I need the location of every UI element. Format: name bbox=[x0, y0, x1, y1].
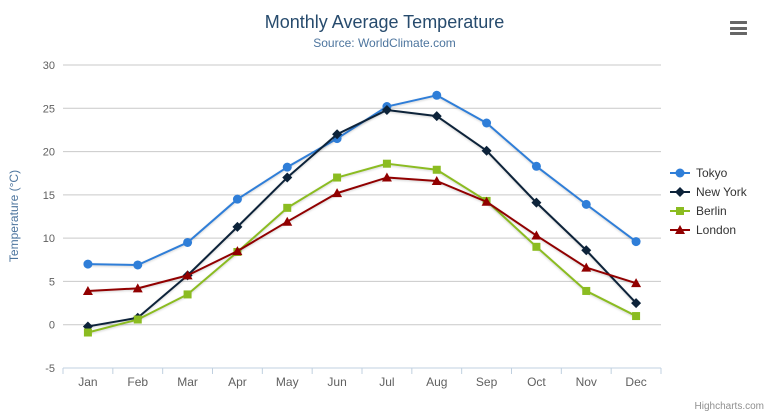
data-point-marker-berlin[interactable] bbox=[532, 242, 541, 251]
hamburger-bar bbox=[730, 26, 747, 30]
data-point-marker-new-york[interactable] bbox=[581, 245, 592, 256]
y-tick-label: 5 bbox=[49, 276, 55, 288]
data-point-marker-berlin[interactable] bbox=[333, 173, 342, 182]
x-tick-label: Feb bbox=[127, 375, 148, 389]
hamburger-menu-icon[interactable] bbox=[730, 21, 747, 35]
legend-label-berlin: Berlin bbox=[696, 203, 727, 218]
data-point-marker-london[interactable] bbox=[531, 230, 542, 240]
legend-marker-tokyo bbox=[670, 168, 690, 177]
data-point-marker-new-york[interactable] bbox=[631, 298, 642, 309]
legend: Tokyo New York Berlin London bbox=[670, 163, 768, 239]
data-point-marker-london[interactable] bbox=[232, 246, 243, 256]
x-tick-label: Nov bbox=[576, 375, 597, 389]
y-tick-label: 20 bbox=[43, 147, 55, 159]
legend-item-tokyo[interactable]: Tokyo bbox=[670, 163, 768, 182]
legend-marker-london bbox=[670, 224, 690, 234]
series-line-tokyo[interactable] bbox=[86, 94, 638, 266]
data-point-marker-tokyo[interactable] bbox=[183, 237, 193, 247]
legend-item-london[interactable]: London bbox=[670, 220, 768, 239]
x-tick-label: Jul bbox=[379, 375, 394, 389]
data-point-marker-london[interactable] bbox=[182, 270, 193, 280]
y-tick-label: 10 bbox=[43, 233, 55, 245]
legend-label-tokyo: Tokyo bbox=[696, 165, 728, 180]
data-point-marker-berlin[interactable] bbox=[283, 203, 292, 212]
data-point-marker-tokyo[interactable] bbox=[482, 118, 492, 128]
legend-label-london: London bbox=[696, 222, 737, 237]
y-tick-label: 15 bbox=[43, 190, 55, 202]
data-point-marker-london[interactable] bbox=[132, 283, 143, 293]
chart-subtitle: Source: WorldClimate.com bbox=[313, 36, 456, 50]
data-point-marker-new-york[interactable] bbox=[232, 221, 243, 232]
data-point-marker-new-york[interactable] bbox=[431, 111, 442, 122]
data-point-marker-london[interactable] bbox=[282, 216, 293, 226]
y-tick-label: 25 bbox=[43, 103, 55, 115]
legend-marker-berlin bbox=[670, 206, 690, 215]
data-point-marker-tokyo[interactable] bbox=[531, 161, 541, 171]
y-axis-title: Temperature (°C) bbox=[7, 169, 21, 263]
legend-label-new-york: New York bbox=[696, 184, 747, 199]
data-point-marker-london[interactable] bbox=[381, 172, 392, 182]
x-tick-label: Sep bbox=[476, 375, 498, 389]
data-point-marker-london[interactable] bbox=[431, 176, 442, 186]
data-point-marker-berlin[interactable] bbox=[432, 165, 441, 174]
data-point-marker-new-york[interactable] bbox=[381, 105, 392, 116]
data-point-marker-tokyo[interactable] bbox=[83, 259, 93, 269]
credits-link[interactable]: Highcharts.com bbox=[694, 401, 764, 412]
data-point-marker-london[interactable] bbox=[82, 285, 93, 295]
x-tick-label: Apr bbox=[228, 375, 247, 389]
data-point-marker-new-york[interactable] bbox=[282, 172, 293, 183]
x-tick-label: Aug bbox=[426, 375, 447, 389]
data-point-marker-tokyo[interactable] bbox=[631, 237, 641, 247]
series-line-london[interactable] bbox=[86, 176, 638, 292]
data-point-marker-berlin[interactable] bbox=[632, 312, 641, 321]
x-tick-label: May bbox=[276, 375, 299, 389]
chart-title: Monthly Average Temperature bbox=[264, 12, 505, 32]
data-point-marker-new-york[interactable] bbox=[531, 197, 542, 208]
legend-item-berlin[interactable]: Berlin bbox=[670, 201, 768, 220]
data-point-marker-berlin[interactable] bbox=[83, 328, 92, 337]
data-point-marker-tokyo[interactable] bbox=[232, 194, 242, 204]
x-tick-label: Jan bbox=[78, 375, 97, 389]
y-tick-label: -5 bbox=[45, 363, 55, 375]
data-point-marker-new-york[interactable] bbox=[332, 129, 343, 140]
x-tick-label: Dec bbox=[625, 375, 646, 389]
y-tick-label: 0 bbox=[49, 320, 55, 332]
data-point-marker-tokyo[interactable] bbox=[581, 199, 591, 209]
legend-marker-new-york bbox=[670, 186, 690, 197]
series-line-berlin[interactable] bbox=[86, 162, 638, 334]
data-point-marker-berlin[interactable] bbox=[582, 286, 591, 295]
y-tick-label: 30 bbox=[43, 60, 55, 72]
data-point-marker-london[interactable] bbox=[581, 262, 592, 272]
data-point-marker-berlin[interactable] bbox=[382, 159, 391, 168]
hamburger-bar bbox=[730, 21, 747, 24]
x-tick-label: Jun bbox=[327, 375, 346, 389]
x-tick-label: Mar bbox=[177, 375, 198, 389]
data-point-marker-london[interactable] bbox=[332, 188, 343, 198]
data-point-marker-tokyo[interactable] bbox=[282, 162, 292, 172]
data-point-marker-berlin[interactable] bbox=[183, 290, 192, 299]
data-point-marker-berlin[interactable] bbox=[133, 315, 142, 324]
data-point-marker-new-york[interactable] bbox=[481, 145, 492, 156]
hamburger-bar bbox=[730, 32, 747, 35]
data-point-marker-london[interactable] bbox=[481, 196, 492, 206]
data-point-marker-tokyo[interactable] bbox=[432, 90, 442, 100]
series-line-new-york[interactable] bbox=[86, 109, 638, 328]
x-tick-label: Oct bbox=[527, 375, 546, 389]
data-point-marker-london[interactable] bbox=[631, 278, 642, 288]
data-point-marker-tokyo[interactable] bbox=[133, 260, 143, 270]
legend-item-new-york[interactable]: New York bbox=[670, 182, 768, 201]
